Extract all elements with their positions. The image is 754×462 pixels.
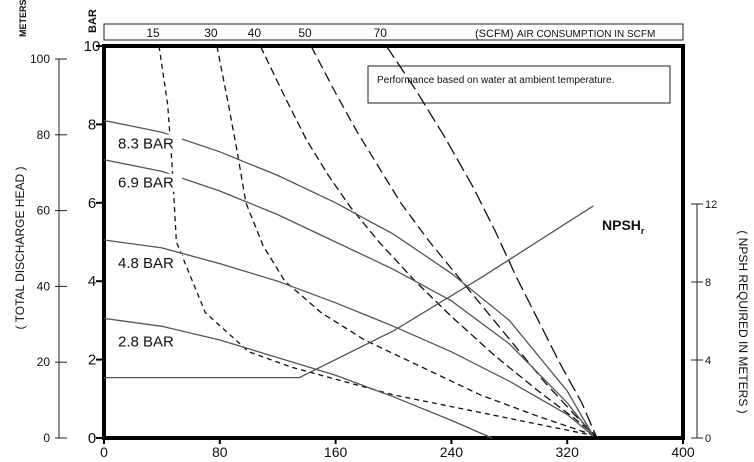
- bar-tick-label: 10: [84, 38, 101, 55]
- x-tick-label: 160: [324, 444, 348, 460]
- pressure-curve: [103, 159, 594, 437]
- scfm-tick-label: 30: [204, 26, 218, 40]
- note-text: Performance based on water at ambient te…: [377, 75, 614, 86]
- air-consumption-curve: [158, 45, 597, 437]
- scfm-prefix: (SCFM): [475, 28, 514, 40]
- pressure-label-bg: [116, 173, 182, 192]
- bar-unit-label: BAR: [87, 9, 99, 33]
- meters-tick-label: 60: [37, 204, 51, 218]
- npsh-label-main: NPSH: [602, 217, 641, 233]
- npsh-curve: [104, 205, 594, 379]
- npsh-curve-label: NPSHr: [602, 217, 645, 236]
- note-box: [367, 65, 671, 104]
- tick-layer: 0 80 160 240 320 4000246810020406080100048121…: [30, 26, 717, 460]
- air-consumption-curve: [259, 45, 597, 437]
- bar-tick-label: 2: [88, 352, 96, 369]
- meters-unit-label: METERS: [18, 0, 28, 37]
- scfm-tick-label: 50: [298, 26, 312, 40]
- air-consumption-curve: [216, 45, 597, 437]
- bar-tick-label: 0: [88, 430, 96, 447]
- plot-frame: [102, 44, 685, 440]
- bar-tick-label: 8: [88, 116, 96, 133]
- scfm-tick-label: 40: [248, 26, 262, 40]
- npsh-tick-label: 12: [705, 199, 717, 211]
- npsh-tick-label: 0: [705, 433, 711, 445]
- scfm-tick-label: 15: [146, 26, 160, 40]
- meters-tick-label: 20: [37, 355, 51, 369]
- npsh-tick-label: 8: [705, 277, 711, 289]
- total-head-label: ( TOTAL DISCHARGE HEAD ): [13, 167, 27, 330]
- bar-tick-label: 4: [88, 273, 96, 290]
- pressure-curve-label: 8.3 BAR: [118, 135, 174, 152]
- pressure-curve: [103, 119, 594, 437]
- npsh-label-sub: r: [641, 226, 645, 236]
- pressure-curve-label: 6.9 BAR: [118, 175, 174, 192]
- curve-layer: [103, 45, 597, 439]
- meters-tick-label: 80: [37, 128, 51, 142]
- pressure-label-bg: [116, 332, 182, 351]
- air-consumption-curve: [385, 45, 597, 437]
- pressure-curve-label: 4.8 BAR: [118, 255, 174, 272]
- npsh-tick-label: 4: [705, 355, 711, 367]
- bar-tick-label: 6: [88, 195, 96, 212]
- pressure-label-bg: [116, 134, 182, 153]
- scfm-tick-label: 70: [374, 26, 388, 40]
- pressure-label-bg: [116, 254, 182, 273]
- pressure-curve: [103, 317, 493, 439]
- series-label-layer: 8.3 BAR 6.9 BAR 4.8 BAR 2.8 BAR: [116, 134, 182, 351]
- pressure-curve: [103, 239, 594, 437]
- x-tick-label: 240: [440, 444, 464, 460]
- meters-tick-label: 100: [30, 52, 50, 66]
- air-consumption-curve: [310, 45, 597, 437]
- x-tick-label: 80: [212, 444, 228, 460]
- scfm-axis-label: AIR CONSUMPTION IN SCFM: [517, 29, 655, 40]
- x-tick-label: 400: [671, 444, 695, 460]
- meters-tick-label: 0: [43, 431, 50, 445]
- meters-tick-label: 40: [37, 279, 51, 293]
- pressure-curve-label: 2.8 BAR: [118, 333, 174, 350]
- x-tick-label: 0: [100, 444, 108, 460]
- npsh-axis-label: ( NPSH REQUIRED IN METERS ): [736, 230, 750, 413]
- x-tick-label: 320: [556, 444, 580, 460]
- scfm-header-box: [103, 23, 684, 41]
